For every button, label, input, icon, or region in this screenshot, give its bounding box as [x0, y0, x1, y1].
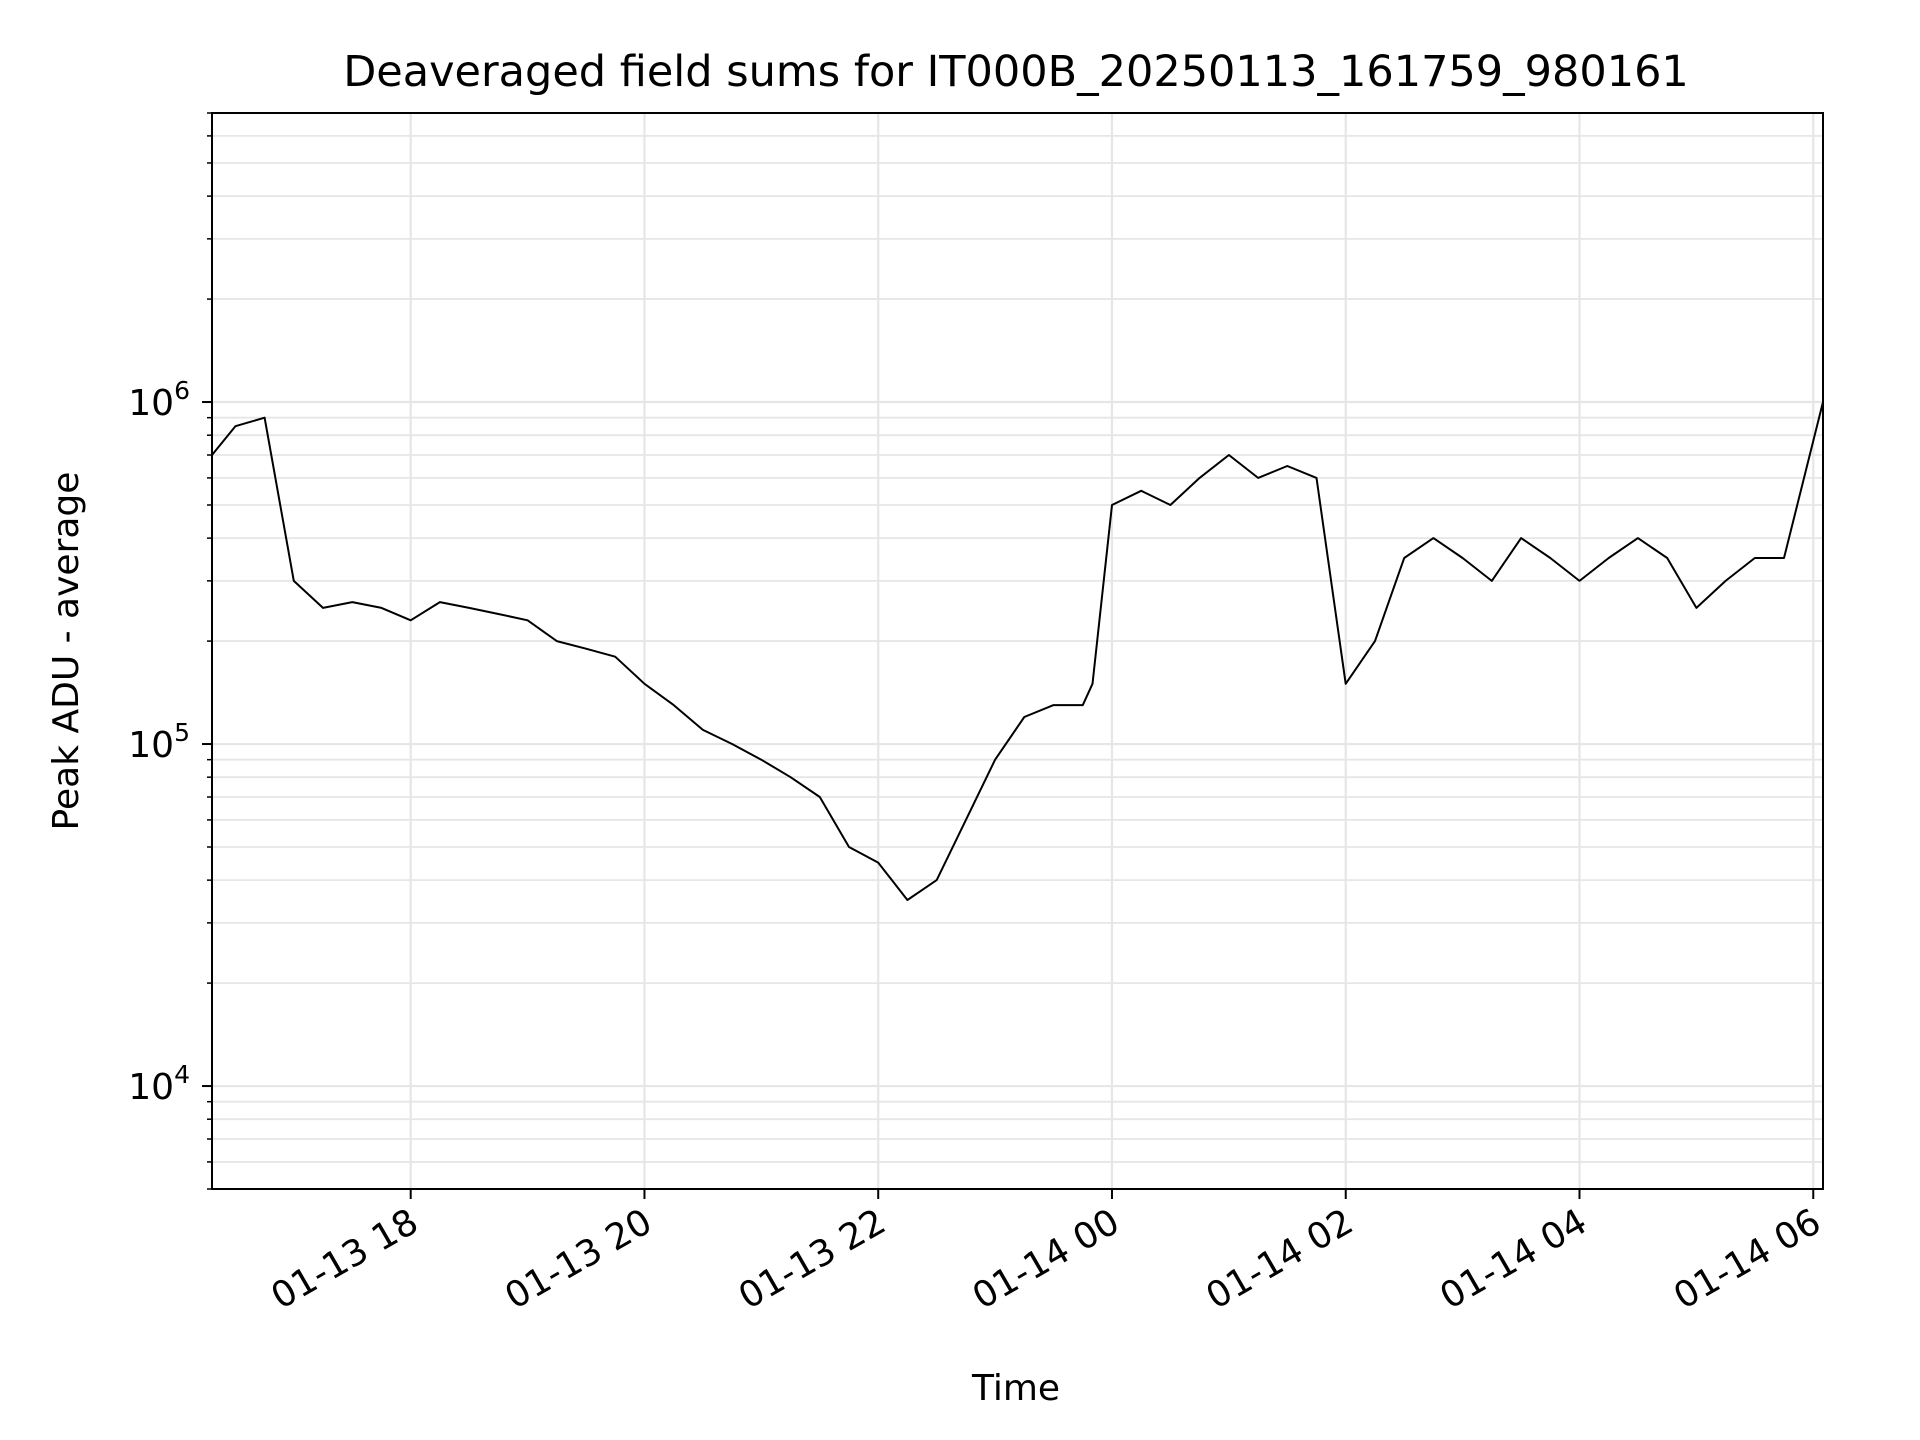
- y-axis-label: Peak ADU - average: [46, 472, 87, 831]
- plot-frame: [211, 112, 1824, 1190]
- y-tick-label: 106: [128, 376, 190, 424]
- grid: [212, 112, 1823, 1190]
- y-tick-label: 104: [128, 1060, 190, 1108]
- x-axis-label: Time: [971, 1368, 1060, 1409]
- series-line: [211, 401, 1824, 901]
- y-axis-ticks: 104 105 106: [128, 112, 212, 1190]
- chart-title: Deaveraged field sums for IT000B_2025011…: [343, 47, 1689, 97]
- series-layer: [211, 401, 1824, 901]
- y-tick-label: 105: [128, 718, 190, 766]
